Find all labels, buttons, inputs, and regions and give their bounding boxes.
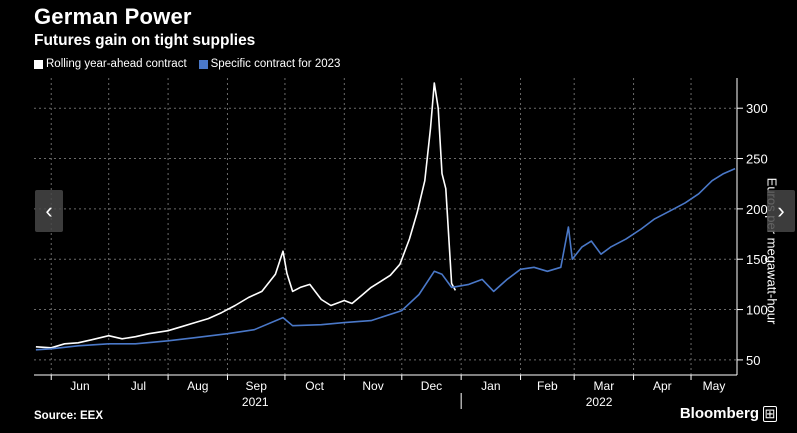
legend-label-rolling: Rolling year-ahead contract xyxy=(46,58,187,70)
x-tick-label-mar: Mar xyxy=(594,379,615,393)
year-label-2022: 2022 xyxy=(586,395,613,409)
x-tick-label-dec: Dec xyxy=(421,379,442,393)
legend-item-rolling: Rolling year-ahead contract xyxy=(34,58,187,70)
x-tick-label-apr: Apr xyxy=(653,379,672,393)
brand-name: Bloomberg xyxy=(679,405,759,422)
x-tick-label-feb: Feb xyxy=(537,379,558,393)
x-tick-label-oct: Oct xyxy=(305,379,324,393)
series-line-rolling xyxy=(35,82,457,349)
terminal-icon: ⊞ xyxy=(763,405,777,422)
carousel-prev-button[interactable]: ‹ xyxy=(35,190,63,232)
source-note: Source: EEX xyxy=(34,410,104,422)
x-tick-label-jun: Jun xyxy=(70,379,89,393)
carousel-next-button[interactable]: › xyxy=(767,190,795,232)
y-tick-label-50: 50 xyxy=(746,353,760,368)
x-tick-label-jan: Jan xyxy=(481,379,500,393)
x-tick-label-nov: Nov xyxy=(362,379,383,393)
x-tick-label-sep: Sep xyxy=(246,379,268,393)
year-label-2021: 2021 xyxy=(242,395,269,409)
y-tick-label-250: 250 xyxy=(746,152,768,167)
legend: Rolling year-ahead contract Specific con… xyxy=(34,58,352,70)
y-tick-label-150: 150 xyxy=(746,252,768,267)
chart-title: German Power xyxy=(34,4,192,29)
y-tick-label-100: 100 xyxy=(746,303,768,318)
legend-swatch-rolling xyxy=(34,59,43,69)
x-tick-label-jul: Jul xyxy=(131,379,146,393)
legend-swatch-specific xyxy=(198,59,208,69)
x-tick-label-may: May xyxy=(703,379,726,393)
x-tick-label-aug: Aug xyxy=(187,379,208,393)
legend-label-specific: Specific contract for 2023 xyxy=(210,58,341,70)
y-tick-label-200: 200 xyxy=(746,202,768,217)
y-tick-label-300: 300 xyxy=(746,101,768,116)
bloomberg-logo: Bloomberg ⊞ xyxy=(680,405,777,422)
series-line-specific-2023 xyxy=(35,167,736,351)
chart-subtitle: Futures gain on tight supplies xyxy=(34,32,256,49)
legend-item-specific: Specific contract for 2023 xyxy=(198,58,341,70)
